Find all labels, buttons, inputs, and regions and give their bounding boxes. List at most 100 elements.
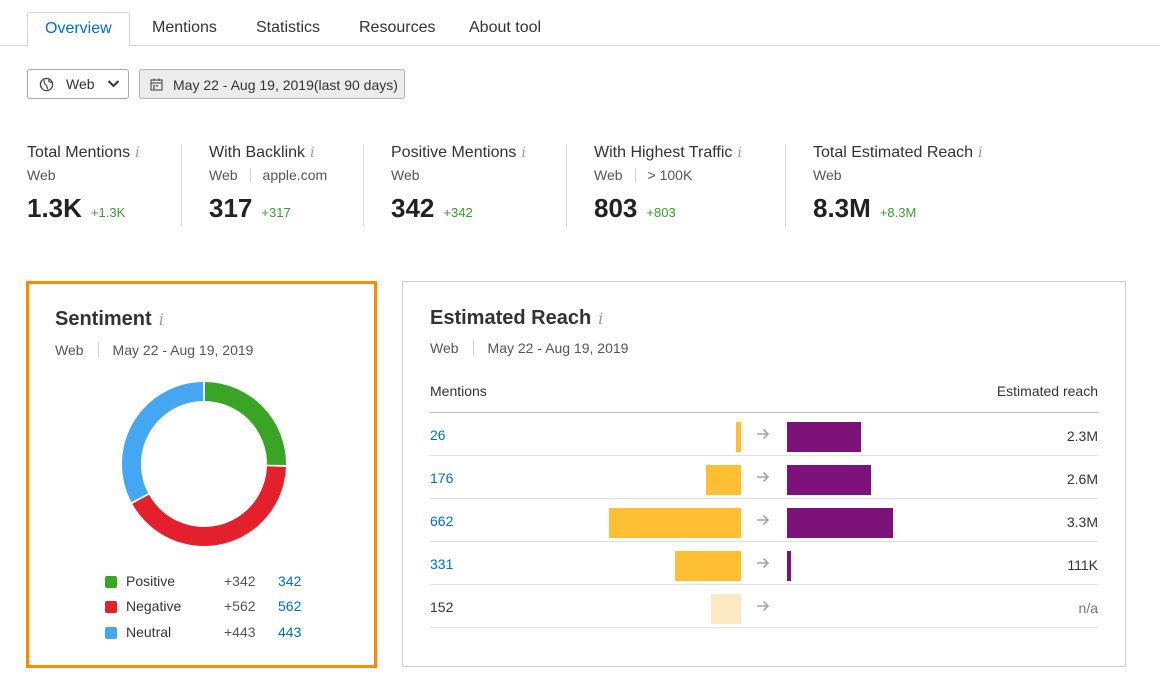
legend-item-negative[interactable]: Negative +562 562: [105, 598, 315, 618]
mentions-count-link[interactable]: 176: [430, 470, 454, 486]
card-title: Estimated Reach: [430, 307, 592, 329]
reach-bar: [787, 465, 871, 495]
separator: [634, 168, 636, 182]
stat-source: Web: [594, 167, 623, 183]
info-icon[interactable]: i: [158, 310, 164, 329]
date-range-label: May 22 - Aug 19, 2019(last 90 days): [173, 77, 398, 93]
reach-bar: [787, 422, 861, 452]
arrow-right-icon: [757, 514, 770, 526]
source-dropdown-value: Web: [66, 76, 95, 92]
stat-source: Web: [209, 167, 238, 183]
header-divider: [430, 412, 1098, 413]
tab-bar: Overview Mentions Statistics Resources A…: [0, 0, 1160, 47]
reach-value: 111K: [1067, 557, 1098, 573]
donut-slice-positive[interactable]: [204, 382, 286, 466]
legend-item-positive[interactable]: Positive +342 342: [105, 573, 315, 593]
arrow-right-icon: [757, 471, 770, 483]
stat-divider: [785, 144, 786, 226]
card-date: May 22 - Aug 19, 2019: [112, 342, 254, 358]
stat-title: Total Estimated Reach: [813, 144, 974, 161]
table-row: 662 3.3M: [430, 499, 1098, 542]
separator: [97, 342, 99, 357]
stat-divider: [566, 144, 567, 226]
stat-value: 1.3K: [27, 193, 82, 223]
donut-slice-neutral[interactable]: [122, 382, 204, 503]
mentions-bar: [706, 465, 741, 495]
sentiment-donut-chart: [122, 382, 286, 546]
stat-delta: +342: [443, 205, 473, 220]
stat-positive-mentions: Positive Mentions i Web 342 +342: [391, 144, 526, 224]
stat-title: With Backlink: [209, 144, 306, 161]
info-icon[interactable]: i: [598, 309, 604, 328]
legend-delta: +443: [224, 624, 256, 640]
reach-bar: [787, 551, 791, 581]
legend-delta: +342: [224, 573, 256, 589]
sentiment-card: Sentiment i Web May 22 - Aug 19, 2019 Posi…: [26, 281, 377, 668]
arrow-right-icon: [757, 428, 770, 440]
mentions-bar: [736, 422, 741, 452]
card-title: Sentiment: [55, 308, 152, 330]
tab-overview[interactable]: Overview: [27, 12, 130, 47]
donut-slice-negative[interactable]: [132, 466, 286, 546]
tab-about-tool[interactable]: About tool: [469, 19, 542, 36]
reach-value: 3.3M: [1066, 514, 1098, 530]
card-source: Web: [430, 340, 459, 356]
info-icon[interactable]: i: [737, 145, 742, 161]
mentions-bar: [675, 551, 741, 581]
stat-divider: [181, 144, 182, 226]
date-range-button[interactable]: May 22 - Aug 19, 2019(last 90 days): [139, 69, 405, 99]
stat-total-mentions: Total Mentions i Web 1.3K +1.3K: [27, 144, 140, 224]
legend-swatch: [105, 576, 117, 588]
mentions-bar: [609, 508, 741, 538]
mentions-count-link[interactable]: 662: [430, 513, 454, 529]
info-icon[interactable]: i: [135, 145, 140, 161]
legend-count-link[interactable]: 443: [278, 624, 302, 640]
stat-qualifier: apple.com: [262, 167, 328, 183]
info-icon[interactable]: i: [310, 145, 315, 161]
stat-source: Web: [27, 167, 56, 183]
source-dropdown[interactable]: Web: [27, 69, 129, 99]
info-icon[interactable]: i: [521, 145, 526, 161]
globe-icon: [39, 77, 54, 92]
legend-item-neutral[interactable]: Neutral +443 443: [105, 624, 315, 644]
separator: [472, 340, 474, 355]
tab-mentions[interactable]: Mentions: [152, 19, 217, 36]
tab-resources[interactable]: Resources: [359, 19, 436, 36]
legend-count-link[interactable]: 562: [278, 598, 302, 614]
mentions-count-link[interactable]: 26: [430, 427, 446, 443]
stat-delta: +317: [261, 205, 291, 220]
stat-delta: +1.3K: [90, 205, 126, 220]
stat-source: Web: [813, 167, 842, 183]
stat-total-estimated-reach: Total Estimated Reach i Web 8.3M +8.3M: [813, 144, 983, 224]
estimated-reach-card: Estimated Reach i Web May 22 - Aug 19, 201…: [402, 281, 1126, 667]
stat-value: 317: [209, 193, 253, 223]
info-icon[interactable]: i: [978, 145, 983, 161]
arrow-right-icon: [757, 557, 770, 569]
arrow-right-icon: [757, 600, 770, 612]
table-row: 331 111K: [430, 542, 1098, 585]
stat-value: 342: [391, 193, 435, 223]
calendar-icon: [150, 78, 163, 91]
stat-delta: +803: [646, 205, 676, 220]
table-row: 176 2.6M: [430, 456, 1098, 499]
stat-highest-traffic: With Highest Traffic i Web > 100K 803 +803: [594, 144, 742, 224]
stat-delta: +8.3M: [879, 205, 917, 220]
legend-label: Negative: [126, 598, 182, 614]
separator: [249, 168, 251, 182]
table-row: 152 n/a: [430, 585, 1098, 628]
mentions-count-link[interactable]: 331: [430, 556, 454, 572]
legend-count-link[interactable]: 342: [278, 573, 302, 589]
stat-value: 8.3M: [813, 193, 871, 223]
stat-source: Web: [391, 167, 420, 183]
reach-bar: [787, 508, 893, 538]
stat-with-backlink: With Backlink i Web apple.com 317 +317: [209, 144, 327, 224]
stat-value: 803: [594, 193, 638, 223]
tab-statistics[interactable]: Statistics: [256, 19, 321, 36]
chevron-down-icon: [107, 80, 120, 88]
legend-label: Neutral: [126, 624, 172, 640]
reach-value: 2.6M: [1066, 471, 1098, 487]
stat-title: With Highest Traffic: [594, 144, 733, 161]
card-source: Web: [55, 342, 84, 358]
card-date: May 22 - Aug 19, 2019: [487, 340, 629, 356]
table-row: 26 2.3M: [430, 413, 1098, 456]
